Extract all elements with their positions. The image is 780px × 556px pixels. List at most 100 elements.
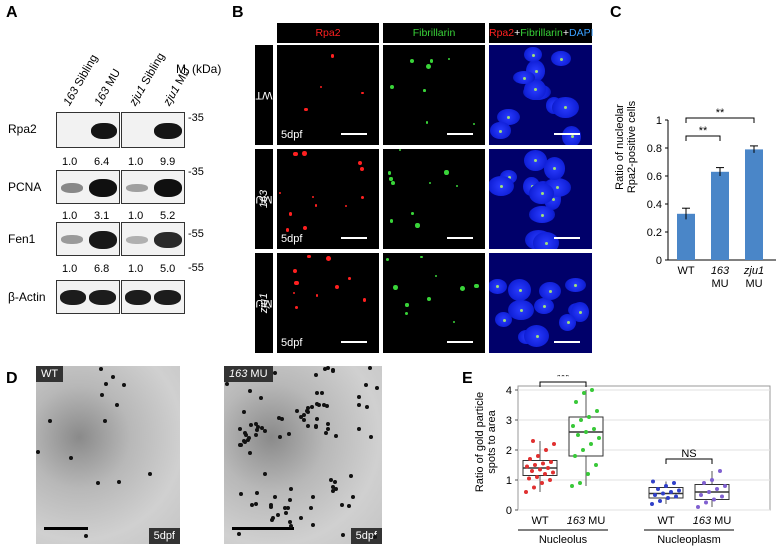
em-tag-163-mu: 163 MU (224, 366, 273, 382)
bar (677, 213, 695, 260)
significance-bracket (665, 458, 713, 464)
quant-value: 1.0 (62, 210, 78, 222)
row-label-zju1-mu: zju1 MU (255, 253, 273, 353)
scale-bar (554, 237, 580, 239)
y-tick-label: 1 (656, 115, 662, 127)
quant-value: 1.0 (128, 263, 144, 275)
significance-label: *** (557, 375, 571, 383)
y-tick-label: 0.6 (647, 171, 662, 183)
group-label: Nucleoplasm (657, 534, 721, 546)
data-point (582, 391, 586, 395)
data-point (528, 457, 532, 461)
scale-bar (554, 133, 580, 135)
x-tick-label: MU (745, 278, 762, 290)
x-tick-label: 163 MU (567, 515, 606, 527)
data-point (525, 464, 529, 469)
data-point (546, 466, 550, 470)
blot-pcna-right (121, 170, 185, 204)
micrograph-fib (383, 45, 485, 145)
micrograph-fib (383, 149, 485, 249)
em-image-mu: 163 MU 5dpf (224, 366, 382, 544)
significance-bracket (539, 381, 587, 387)
stage-label: 5dpf (281, 233, 303, 245)
blot-rpa2-left (56, 112, 120, 148)
data-point (661, 491, 665, 496)
blot-rpa2-right (121, 112, 185, 148)
scale-bar (447, 341, 473, 343)
data-point (674, 494, 678, 499)
em-stage-mu: 5dpf (350, 528, 382, 544)
marker-fen1: -55 (188, 228, 204, 240)
data-point (552, 442, 556, 446)
x-tick-label: 163 MU (693, 515, 732, 527)
x-tick-label: MU (711, 278, 728, 290)
stage-label: 5dpf (281, 337, 303, 349)
panel-label-a: A (6, 4, 18, 21)
quant-value: 5.0 (160, 263, 176, 275)
plot-frame (517, 385, 771, 511)
data-point (664, 484, 668, 488)
y-tick-label: 0.4 (647, 199, 662, 211)
header-rpa2: Rpa2 (277, 23, 379, 43)
data-point (672, 481, 676, 485)
row-label-163-mu: 163 MU (255, 149, 273, 249)
data-point (656, 487, 660, 491)
y-tick-label: 0.2 (647, 227, 662, 239)
data-point (590, 388, 594, 392)
blot-fen1-left (56, 222, 120, 256)
data-point (658, 499, 662, 503)
data-point (524, 490, 528, 494)
data-point (651, 479, 655, 484)
chart-e-ylabel: Ratio of gold particle spots to area (474, 391, 498, 493)
data-point (715, 487, 719, 491)
row-label-wt: WT (255, 45, 273, 145)
data-point (536, 454, 540, 458)
data-point (576, 433, 580, 437)
significance-label: ** (716, 107, 725, 119)
significance-label: NS (681, 448, 696, 460)
data-point (532, 485, 536, 490)
data-point (589, 442, 593, 446)
blot-actin-left (56, 280, 120, 314)
data-point (573, 454, 577, 458)
panel-label-d: D (6, 370, 18, 387)
significance-bracket (685, 135, 721, 141)
scale-bar (447, 133, 473, 135)
data-point (650, 502, 654, 506)
y-tick-label: 2 (506, 445, 512, 457)
quant-value: 1.0 (62, 156, 78, 168)
scale-bar (447, 237, 473, 239)
micrograph-merge (489, 253, 592, 353)
data-point (570, 484, 574, 488)
y-tick-label: 4 (506, 385, 512, 397)
significance-bracket (685, 117, 755, 123)
data-point (597, 436, 601, 440)
quant-value: 1.0 (128, 210, 144, 222)
data-point (723, 484, 727, 488)
bar (745, 149, 763, 260)
data-point (718, 469, 722, 473)
data-point (699, 493, 703, 497)
marker-pcna: -35 (188, 166, 204, 178)
micrograph-rpa2: 5dpf (277, 149, 379, 249)
micrograph-merge (489, 149, 592, 249)
data-point (551, 470, 555, 475)
data-point (530, 469, 534, 473)
quant-value: 5.2 (160, 210, 176, 222)
data-point (584, 430, 588, 434)
data-point (669, 490, 673, 494)
micrograph-rpa2: 5dpf (277, 45, 379, 145)
scale-bar (341, 133, 367, 135)
blot-label-rpa2: Rpa2 (8, 122, 37, 136)
scale-bar (341, 341, 367, 343)
data-point (549, 460, 553, 464)
data-point (712, 497, 716, 502)
data-point (531, 439, 535, 443)
data-point (653, 493, 657, 497)
x-tick-label: WT (657, 515, 674, 527)
data-point (579, 418, 583, 422)
data-point (720, 494, 724, 499)
group-label: Nucleolus (539, 534, 588, 546)
y-tick-label: 0.8 (647, 143, 662, 155)
